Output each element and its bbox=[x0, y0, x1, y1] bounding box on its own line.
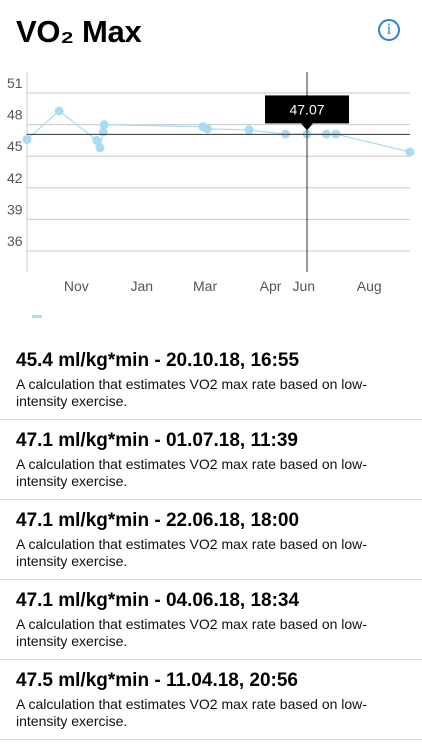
data-point bbox=[244, 125, 254, 135]
list-item[interactable]: 47.5 ml/kg*min - 11.04.18, 20:56 A calcul… bbox=[0, 660, 422, 740]
y-tick-label: 39 bbox=[7, 201, 23, 217]
data-point bbox=[99, 120, 109, 130]
data-point bbox=[92, 135, 102, 145]
x-tick-label: Jun bbox=[293, 278, 316, 294]
entry-title: 47.1 ml/kg*min - 01.07.18, 11:39 bbox=[16, 430, 299, 451]
data-point bbox=[405, 147, 415, 157]
entry-title: 45.4 ml/kg*min - 20.10.18, 16:55 bbox=[16, 350, 300, 371]
list-item[interactable]: 47.1 ml/kg*min - 22.06.18, 18:00 A calcul… bbox=[0, 500, 422, 580]
data-point bbox=[22, 134, 32, 144]
series-line bbox=[26, 110, 411, 153]
y-tick-label: 42 bbox=[7, 170, 23, 186]
header: VO₂ Max i bbox=[0, 0, 422, 64]
tooltip-box bbox=[265, 95, 350, 124]
entries-list: 45.4 ml/kg*min - 20.10.18, 16:55 A calcul… bbox=[0, 340, 422, 740]
page-title: VO₂ Max bbox=[16, 14, 142, 49]
info-icon[interactable]: i bbox=[378, 19, 400, 41]
data-point bbox=[95, 143, 105, 153]
entry-title: 47.1 ml/kg*min - 04.06.18, 18:34 bbox=[16, 590, 300, 611]
tooltip-label: 47.07 bbox=[289, 101, 324, 117]
entry-title: 47.5 ml/kg*min - 11.04.18, 20:56 bbox=[16, 670, 299, 691]
y-tick-label: 36 bbox=[7, 233, 23, 249]
vo2max-chart[interactable]: 36 39 42 45 48 51 Nov Jan Mar Apr Jun Aug 47.07 bbox=[0, 60, 422, 330]
data-point bbox=[54, 106, 64, 116]
list-item[interactable]: 45.4 ml/kg*min - 20.10.18, 16:55 A calcul… bbox=[0, 340, 422, 420]
data-point bbox=[202, 124, 212, 134]
y-tick-label: 45 bbox=[7, 138, 23, 154]
tooltip-pointer bbox=[301, 123, 314, 131]
x-tick-label: Mar bbox=[193, 278, 217, 294]
legend-swatch bbox=[32, 315, 42, 318]
x-tick-label: Nov bbox=[64, 278, 89, 294]
entry-description: A calculation that estimates VO2 max rat… bbox=[16, 696, 367, 729]
x-tick-label: Apr bbox=[260, 278, 282, 294]
x-tick-label: Aug bbox=[357, 278, 382, 294]
entry-description: A calculation that estimates VO2 max rat… bbox=[16, 616, 367, 649]
y-tick-label: 51 bbox=[7, 75, 23, 91]
entry-description: A calculation that estimates VO2 max rat… bbox=[16, 456, 367, 489]
list-item[interactable]: 47.1 ml/kg*min - 01.07.18, 11:39 A calcul… bbox=[0, 420, 422, 500]
entry-description: A calculation that estimates VO2 max rat… bbox=[16, 536, 367, 569]
entry-description: A calculation that estimates VO2 max rat… bbox=[16, 376, 367, 409]
list-item[interactable]: 47.1 ml/kg*min - 04.06.18, 18:34 A calcul… bbox=[0, 580, 422, 660]
x-tick-label: Jan bbox=[131, 278, 154, 294]
info-glyph: i bbox=[386, 21, 392, 38]
y-tick-label: 48 bbox=[7, 107, 23, 123]
entry-title: 47.1 ml/kg*min - 22.06.18, 18:00 bbox=[16, 510, 300, 531]
